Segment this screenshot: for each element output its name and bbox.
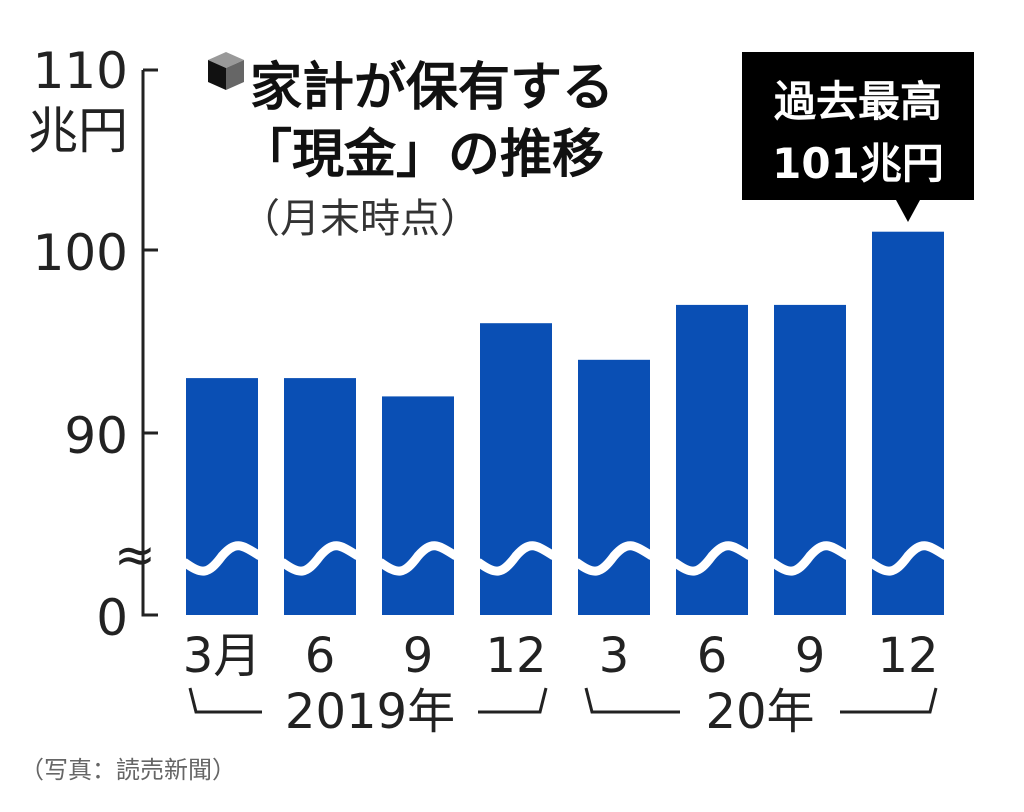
source-note: （写真：読売新聞）: [20, 756, 236, 784]
annotation-callout: 過去最高 101兆円: [742, 52, 974, 222]
x-tick-label: 9: [795, 628, 826, 684]
chart-title-line2: 「現金」の推移: [240, 125, 604, 185]
chart-title-line1: 家計が保有する: [250, 58, 614, 118]
x-tick-label: 6: [697, 628, 728, 684]
axis-break-wave: [769, 541, 851, 576]
annotation-line2: 101兆円: [772, 139, 944, 188]
year-label-2019: 2019年: [285, 684, 455, 740]
year-label-2020: 20年: [705, 684, 814, 740]
axis-break-wave: [279, 541, 361, 576]
y-axis-unit: 兆円: [28, 102, 128, 160]
annotation-line1: 過去最高: [774, 77, 942, 126]
y-tick-90: 90: [64, 407, 128, 465]
x-tick-label: 12: [877, 628, 938, 684]
bar: [578, 359, 650, 615]
year-brackets: [188, 687, 938, 714]
x-tick-label: 3月: [183, 628, 262, 684]
bar: [186, 378, 258, 615]
y-tick-0: 0: [96, 589, 128, 647]
axis-break-wave: [573, 541, 655, 576]
bar: [774, 304, 846, 615]
x-tick-label: 12: [485, 628, 546, 684]
y-axis: [141, 68, 158, 617]
x-tick-label: 6: [305, 628, 336, 684]
bar: [382, 396, 454, 615]
y-tick-100: 100: [33, 224, 128, 282]
chart-subtitle: （月末時点）: [240, 196, 480, 242]
bar: [676, 304, 748, 615]
axis-break-wave: [867, 541, 949, 576]
y-tick-110: 110: [33, 42, 128, 100]
x-tick-label: 3: [599, 628, 630, 684]
cube-icon: [208, 52, 244, 90]
x-axis-labels: 3月 6 9 12 3 6 9 12: [183, 628, 939, 684]
bars: [181, 231, 949, 615]
axis-break-wave: [181, 541, 263, 576]
axis-break-wave: [377, 541, 459, 576]
axis-break-mark: ≈: [114, 526, 156, 584]
bar: [284, 378, 356, 615]
axis-break-wave: [671, 541, 753, 576]
axis-break-wave: [475, 541, 557, 576]
x-tick-label: 9: [403, 628, 434, 684]
